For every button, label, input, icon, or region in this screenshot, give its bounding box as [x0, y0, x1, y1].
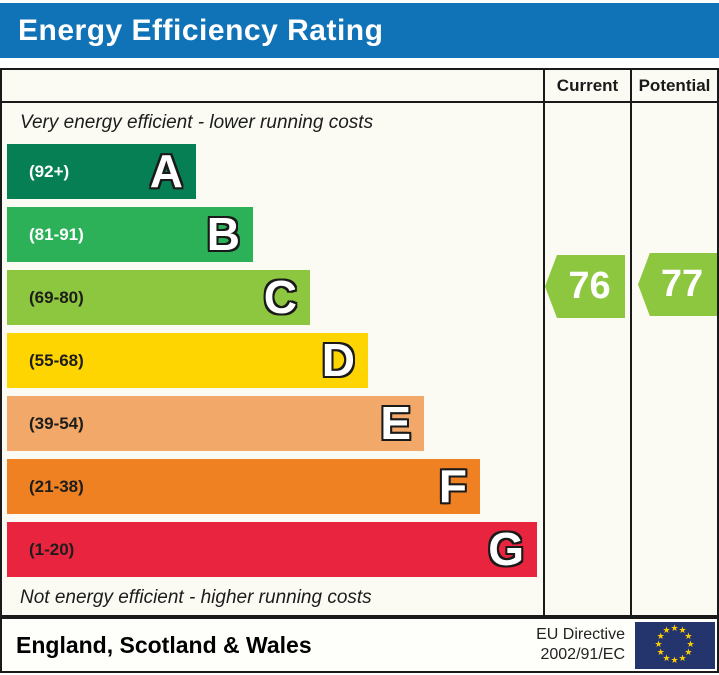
page-title: Energy Efficiency Rating	[18, 13, 384, 47]
eu-flag-star: ★	[684, 647, 693, 657]
eu-flag-star: ★	[654, 639, 663, 649]
band-bar-E: (39-54) E	[7, 396, 424, 451]
band-bar-F: (21-38) F	[7, 459, 480, 514]
band-range-label: (69-80)	[29, 287, 84, 307]
header-row-divider	[2, 101, 717, 103]
rating-table: Current Potential Very energy efficient …	[0, 68, 719, 617]
band-letter: F	[438, 460, 467, 512]
band-bar-C: (69-80) C	[7, 270, 310, 325]
band-range-label: (92+)	[29, 161, 70, 181]
band-range-label: (81-91)	[29, 224, 84, 244]
bottom-note: Not energy efficient - higher running co…	[20, 587, 372, 608]
eu-flag-star: ★	[662, 625, 671, 636]
band-row-C: (69-80) C	[7, 270, 537, 325]
eu-flag-star: ★	[684, 631, 693, 641]
band-letter: G	[488, 523, 524, 575]
eu-directive-line1: EU Directive	[536, 626, 625, 643]
band-letter: B	[206, 208, 240, 260]
current-rating-arrow: 76	[545, 255, 625, 318]
band-row-D: (55-68) D	[7, 333, 537, 388]
band-range-label: (21-38)	[29, 476, 84, 496]
band-row-E: (39-54) E	[7, 396, 537, 451]
column-divider	[543, 70, 545, 615]
band-list: (92+) A (81-91) B (69-80) C (55-68) D (39-54) E (2…	[7, 144, 537, 585]
eu-flag-star: ★	[656, 631, 665, 641]
eu-directive-line2: 2002/91/EC	[540, 646, 625, 663]
column-header-current: Current	[556, 75, 619, 95]
eu-flag-star: ★	[670, 623, 679, 633]
band-row-A: (92+) A	[7, 144, 537, 199]
eu-flag-star: ★	[670, 655, 679, 665]
title-bar: Energy Efficiency Rating	[0, 3, 719, 58]
band-bar-G: (1-20) G	[7, 522, 537, 577]
column-header-potential: Potential	[638, 75, 711, 95]
band-row-G: (1-20) G	[7, 522, 537, 577]
band-letter: D	[321, 334, 355, 386]
top-note: Very energy efficient - lower running co…	[20, 112, 374, 133]
potential-rating-value: 77	[660, 263, 704, 305]
current-rating-value: 76	[568, 265, 611, 307]
band-row-B: (81-91) B	[7, 207, 537, 262]
eu-flag-star: ★	[686, 639, 695, 649]
band-range-label: (1-20)	[29, 539, 75, 559]
band-range-label: (55-68)	[29, 350, 84, 370]
region-label: England, Scotland & Wales	[16, 631, 312, 658]
column-divider	[630, 70, 632, 615]
band-bar-B: (81-91) B	[7, 207, 253, 262]
eu-flag-star: ★	[678, 652, 687, 663]
eu-flag-star: ★	[678, 625, 687, 636]
eu-flag-star: ★	[656, 647, 665, 657]
eu-flag-star: ★	[662, 652, 671, 663]
footer: England, Scotland & Wales EU Directive 2…	[0, 617, 719, 673]
band-range-label: (39-54)	[29, 413, 84, 433]
band-letter: C	[263, 271, 297, 323]
band-bar-A: (92+) A	[7, 144, 196, 199]
eu-flag-icon: ★ ★ ★ ★ ★ ★ ★ ★ ★ ★ ★ ★	[635, 621, 715, 669]
band-letter: E	[380, 397, 411, 449]
potential-rating-arrow: 77	[638, 253, 717, 316]
band-bar-D: (55-68) D	[7, 333, 368, 388]
eu-directive-label: EU Directive 2002/91/EC	[536, 625, 625, 665]
band-letter: A	[149, 145, 183, 197]
band-row-F: (21-38) F	[7, 459, 537, 514]
